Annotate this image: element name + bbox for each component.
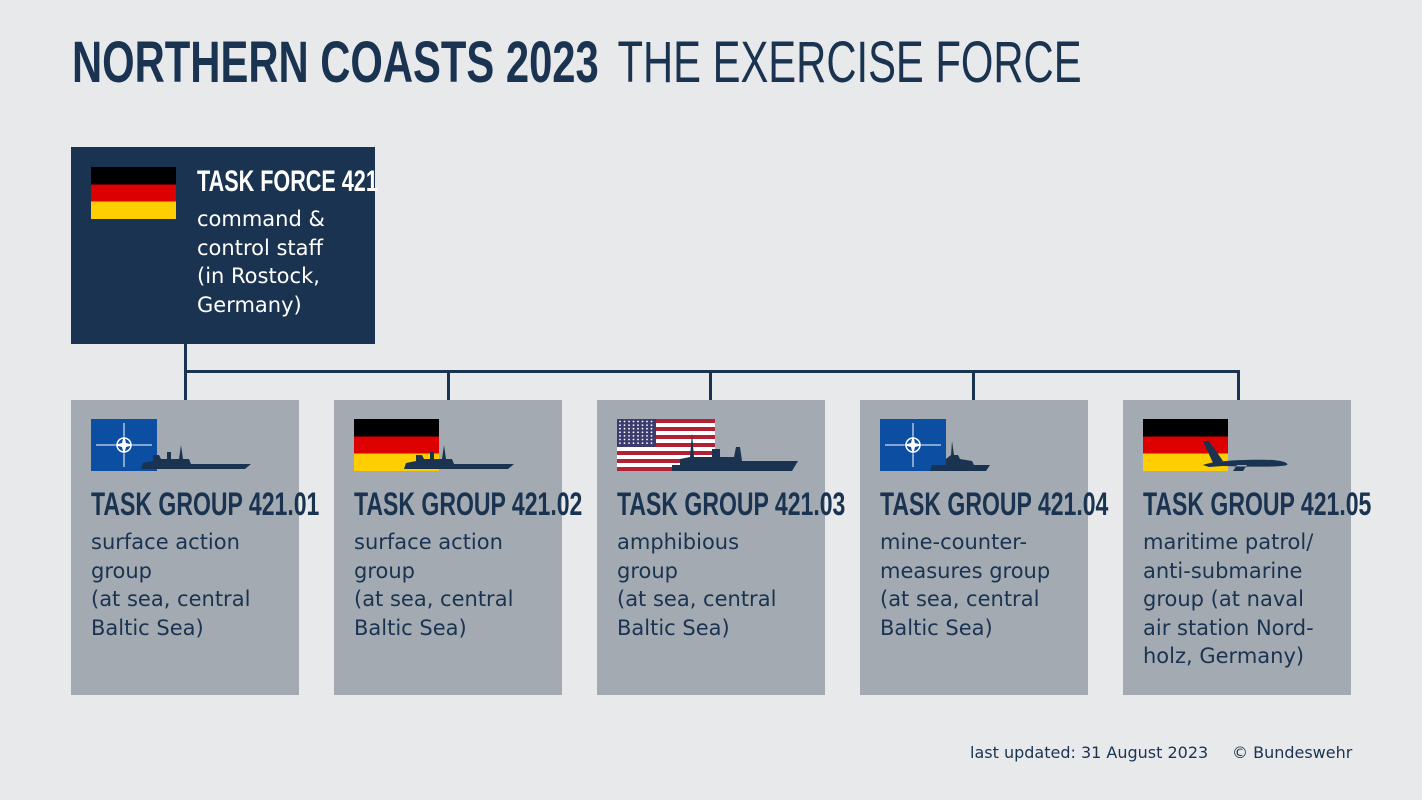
desc-line: (in Rostock, — [197, 264, 320, 288]
desc-line: group — [354, 558, 415, 583]
desc-line: (at sea, central — [354, 587, 514, 611]
desc-line: holz, Germany) — [1143, 644, 1305, 668]
desc-line: group (at naval — [1143, 587, 1304, 611]
connector-line — [447, 370, 450, 400]
last-updated: last updated: 31 August 2023 — [970, 743, 1209, 762]
desc-line: measures group — [880, 558, 1051, 583]
task-group-title: TASK GROUP 421.04 — [880, 486, 1109, 522]
task-group-card: TASK GROUP 421.04 mine-counter-measures g… — [860, 400, 1108, 695]
frigate-icon — [141, 445, 251, 469]
desc-line: Baltic Sea) — [617, 615, 730, 640]
germany-flag-icon — [91, 167, 176, 219]
desc-line: air station Nord- — [1143, 615, 1314, 640]
minehunter-icon — [930, 441, 990, 471]
desc-line: (at sea, central — [617, 587, 777, 611]
connector-line — [972, 370, 975, 400]
desc-line: amphibious — [617, 530, 740, 554]
task-group-description: amphibious group (at sea, central Baltic Se… — [617, 528, 822, 642]
desc-line: Baltic Sea) — [354, 615, 467, 640]
desc-line: Baltic Sea) — [91, 615, 204, 640]
desc-line: control staff — [197, 235, 323, 260]
desc-line: surface action — [91, 530, 240, 554]
amphibious-ship-icon — [672, 433, 798, 471]
task-group-title: TASK GROUP 421.05 — [1143, 486, 1372, 522]
task-group-description: surface action group (at sea, central Balti… — [354, 528, 559, 642]
task-force-title: TASK FORCE 421 — [197, 165, 378, 198]
task-group-description: surface action group (at sea, central Balti… — [91, 528, 296, 642]
task-group-title: TASK GROUP 421.02 — [354, 486, 583, 522]
nato-flag-icon — [880, 419, 946, 471]
page-title: NORTHERN COASTS 2023 THE EXERCISE FORCE — [72, 34, 1082, 92]
task-group-card: TASK GROUP 421.05 maritime patrol/anti-su… — [1123, 400, 1371, 695]
desc-line: group — [617, 558, 678, 583]
task-group-description: maritime patrol/anti-submarine group (at … — [1143, 528, 1348, 671]
frigate-icon — [404, 445, 514, 469]
task-group-title: TASK GROUP 421.01 — [91, 486, 320, 522]
desc-line: surface action — [354, 530, 503, 554]
desc-line: mine-counter- — [880, 530, 1028, 554]
connector-line — [184, 370, 1240, 373]
desc-line: anti-submarine — [1143, 558, 1303, 583]
task-group-description: mine-counter-measures group (at sea, cent… — [880, 528, 1085, 642]
desc-line: maritime patrol/ — [1143, 530, 1314, 554]
task-group-card: TASK GROUP 421.03 amphibious group (at sea,… — [597, 400, 845, 695]
nato-flag-icon — [91, 419, 157, 471]
task-force-box: TASK FORCE 421 command & control staff (… — [71, 147, 378, 344]
title-bold: NORTHERN COASTS 2023 — [72, 30, 599, 95]
title-subtitle: THE EXERCISE FORCE — [617, 30, 1082, 95]
connector-line — [1237, 370, 1240, 400]
desc-line: Germany) — [197, 292, 302, 317]
task-group-card: TASK GROUP 421.02 surface action group (at … — [334, 400, 582, 695]
desc-line: (at sea, central — [91, 587, 251, 611]
copyright: © Bundeswehr — [1232, 743, 1353, 762]
patrol-aircraft-icon — [1203, 441, 1288, 471]
desc-line: command & — [197, 207, 325, 231]
task-group-title: TASK GROUP 421.03 — [617, 486, 846, 522]
usa-flag-icon — [617, 419, 715, 471]
task-force-description: command & control staff (in Rostock, Ger… — [197, 205, 367, 319]
desc-line: (at sea, central — [880, 587, 1040, 611]
task-group-card: TASK GROUP 421.01 surface action group (at … — [71, 400, 319, 695]
desc-line: group — [91, 558, 152, 583]
connector-line — [709, 370, 712, 400]
desc-line: Baltic Sea) — [880, 615, 993, 640]
